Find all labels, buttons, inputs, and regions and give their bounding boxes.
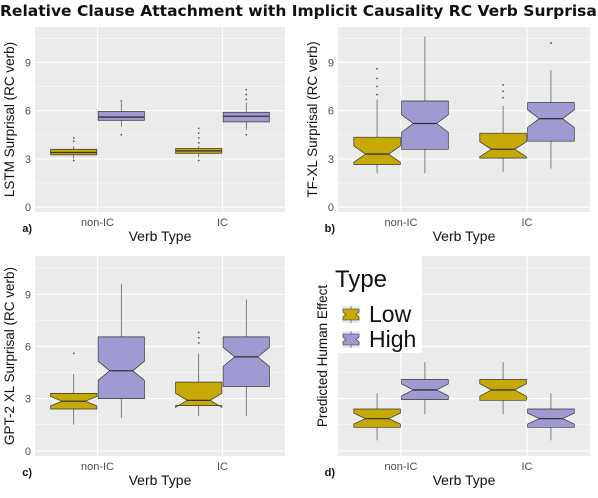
outlier-point (120, 100, 123, 102)
y-tick-label: 6 (25, 106, 31, 118)
y-tick-label: 0 (25, 446, 31, 458)
x-tick-label: non-IC (81, 461, 114, 473)
outlier-point (245, 133, 248, 136)
x-tick-label: non-IC (384, 217, 417, 229)
y-axis-title: Predicted Human Effect (315, 285, 330, 428)
box-low (175, 381, 223, 409)
outlier-point (376, 77, 378, 80)
box-high (222, 111, 270, 123)
panel-tag: a) (22, 223, 32, 235)
y-tick-label: 0 (328, 202, 334, 214)
y-tick-label: 3 (328, 154, 334, 166)
outlier-point (197, 331, 200, 334)
outlier-point (245, 93, 248, 96)
box-high (97, 336, 145, 399)
outlier-point (502, 84, 504, 86)
x-axis-title: Verb Type (129, 472, 192, 488)
outlier-point (502, 96, 504, 99)
outlier-point (197, 127, 200, 130)
box-high (527, 102, 575, 142)
x-axis-title: Verb Type (433, 472, 496, 488)
legend-key-high (342, 333, 360, 346)
chart-panel-4: non-IC IC Verb Type Predicted Human Effect d… (315, 256, 590, 488)
outlier-point (245, 98, 248, 101)
outlier-point (197, 137, 200, 139)
chart-panel-2: 0 3 6 9 non-IC IC Verb Type TF-XL Surprisal (RC… (305, 27, 590, 244)
legend-label-high: High (369, 326, 416, 352)
outlier-point (245, 88, 248, 91)
chart-panel-3: 0 3 6 9 non-IC IC Verb Type GPT-2 XL Surprisal … (2, 256, 285, 488)
legend-key-low (342, 308, 360, 321)
x-tick-label: IC (217, 217, 228, 229)
box-low (353, 136, 401, 165)
x-axis-title: Verb Type (129, 228, 192, 244)
outlier-point (376, 93, 378, 96)
figure-title: Relative Clause Attachment with Implicit… (0, 2, 598, 20)
box-high (222, 336, 270, 387)
panel-tag: b) (325, 223, 336, 235)
legend-label-low: Low (369, 301, 412, 327)
x-axis-title: Verb Type (433, 228, 496, 244)
outlier-point (72, 352, 75, 355)
outlier-point (197, 141, 200, 144)
y-tick-label: 3 (25, 394, 31, 406)
x-tick-label: non-IC (81, 217, 114, 229)
x-tick-label: non-IC (384, 461, 417, 473)
outlier-point (72, 159, 75, 162)
y-tick-label: 9 (25, 289, 31, 301)
y-tick-label: 6 (328, 106, 334, 118)
outlier-point (376, 85, 378, 88)
outlier-point (120, 133, 123, 136)
y-axis-title: GPT-2 XL Surprisal (RC verb) (2, 267, 17, 445)
outlier-point (502, 90, 504, 93)
box-high (97, 111, 145, 121)
outlier-point (197, 132, 200, 135)
panel-tag: d) (325, 467, 336, 479)
y-tick-label: 9 (25, 57, 31, 69)
outlier-point (72, 137, 75, 139)
x-tick-label: IC (217, 461, 228, 473)
y-axis-title: TF-XL Surprisal (RC verb) (305, 41, 320, 197)
outlier-point (72, 140, 75, 143)
y-axis-title: LSTM Surprisal (RC verb) (2, 42, 17, 197)
outlier-point (197, 336, 200, 339)
outlier-point (197, 159, 200, 162)
outlier-point (376, 67, 378, 70)
box-low (479, 132, 527, 159)
x-tick-label: IC (522, 217, 533, 229)
y-tick-label: 6 (25, 341, 31, 353)
outlier-point (197, 342, 200, 344)
box-high (401, 100, 449, 150)
y-tick-label: 0 (25, 202, 31, 214)
legend-title: Type (335, 266, 387, 293)
outlier-point (550, 42, 552, 44)
chart-panel-1: 0 3 6 9 non-IC IC Verb Type LSTM Surprisal (RC … (2, 27, 285, 244)
y-tick-label: 3 (25, 154, 31, 166)
panel-tag: c) (22, 467, 32, 479)
y-tick-label: 9 (328, 57, 334, 69)
x-tick-label: IC (522, 461, 533, 473)
